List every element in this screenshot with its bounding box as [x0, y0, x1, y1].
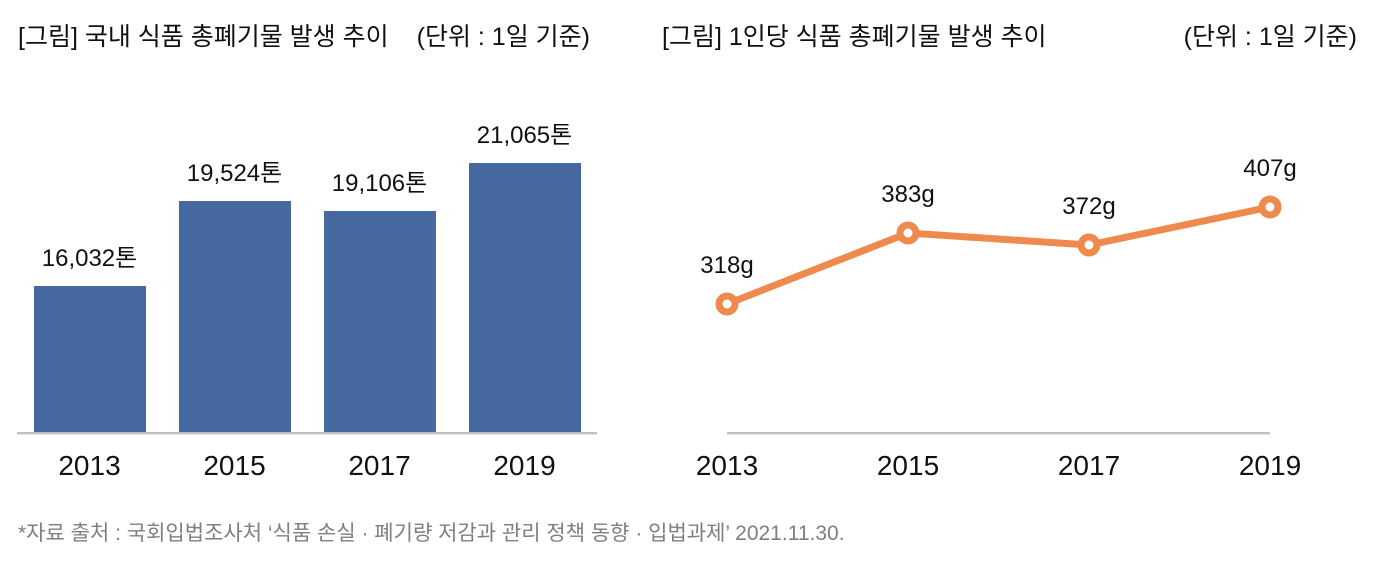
bar-chart-x-axis [17, 432, 597, 434]
line-chart-title-row: [그림] 1인당 식품 총폐기물 발생 추이 (단위 : 1일 기준) [662, 21, 1357, 53]
bar-value-label-2019: 21,065톤 [476, 122, 573, 149]
bar-value-label-2017: 19,106톤 [331, 170, 428, 197]
point-value-label-2013: 318g [700, 252, 754, 279]
bar-2017 [323, 211, 436, 433]
bar-x-tick-2017: 2017 [348, 450, 411, 481]
line-x-tick-2019: 2019 [1238, 450, 1302, 481]
line-x-tick-2015: 2015 [876, 450, 940, 481]
bar-value-label-2015: 19,524톤 [186, 160, 283, 187]
bar-x-tick-2015: 2015 [203, 450, 266, 481]
bar-chart-title: [그림] 국내 식품 총폐기물 발생 추이 [18, 23, 389, 51]
trend-line [723, 203, 1274, 308]
bar-2019 [468, 163, 581, 433]
line-chart-unit-label: (단위 : 1일 기준) [1183, 23, 1357, 51]
line-x-tick-2017: 2017 [1057, 450, 1121, 481]
line-chart-title: [그림] 1인당 식품 총폐기물 발생 추이 [662, 23, 1047, 51]
bar-2015 [178, 201, 291, 433]
bar-x-tick-2019: 2019 [493, 450, 556, 481]
line-chart-x-axis [727, 432, 1270, 434]
data-point-marker-2015 [896, 221, 920, 245]
bar-chart-title-row: [그림] 국내 식품 총폐기물 발생 추이 (단위 : 1일 기준) [18, 21, 590, 53]
data-point-marker-2017 [1077, 233, 1101, 257]
data-point-marker-2019 [1258, 195, 1282, 219]
bar-value-label-2013: 16,032톤 [41, 245, 138, 272]
bar-2013 [33, 286, 146, 433]
source-note: *자료 출처 : 국회입법조사처 ‘식품 손실 · 폐기량 저감과 관리 정책 … [18, 522, 845, 545]
data-point-marker-2013 [715, 292, 739, 316]
bar-chart-unit-label: (단위 : 1일 기준) [416, 23, 590, 51]
line-x-tick-2013: 2013 [695, 450, 759, 481]
point-value-label-2017: 372g [1062, 193, 1116, 220]
bar-x-tick-2013: 2013 [58, 450, 121, 481]
point-value-label-2015: 383g [881, 181, 935, 208]
point-value-label-2019: 407g [1243, 155, 1297, 182]
